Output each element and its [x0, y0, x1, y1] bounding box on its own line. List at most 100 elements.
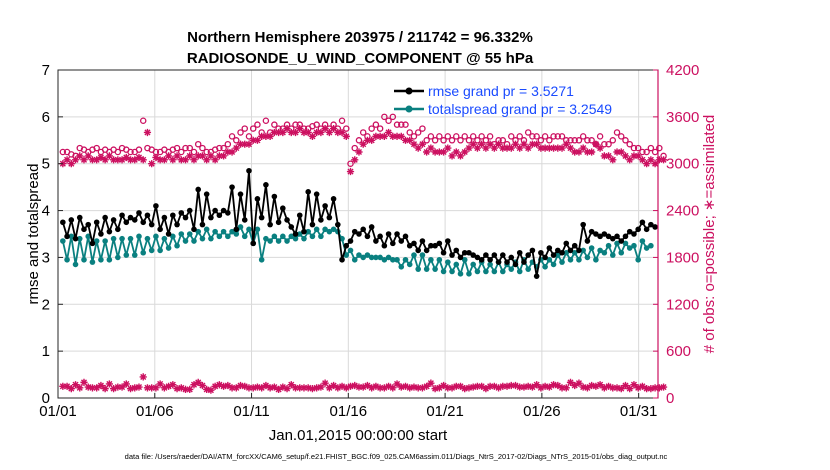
obs-assimilated-marker [397, 132, 405, 140]
obs-assimilated-marker [626, 156, 634, 164]
obs-rejected-marker [393, 380, 401, 388]
obs-assimilated-marker [342, 132, 350, 140]
obs-rejected-marker [63, 382, 71, 390]
rmse-point [60, 219, 66, 226]
obs-rejected-marker [549, 381, 558, 389]
obs-rejected-marker [368, 384, 376, 392]
obs-possible-marker [453, 133, 460, 140]
obs-possible-marker [376, 125, 384, 132]
obs-possible-marker [139, 117, 147, 125]
totalspread-point [525, 266, 531, 272]
obs-rejected-marker [152, 384, 160, 392]
rmse-point [89, 240, 96, 247]
obs-assimilated-marker [160, 156, 168, 164]
rmse-point [440, 249, 447, 256]
obs-rejected-marker [511, 381, 520, 390]
obs-possible-marker [93, 144, 100, 152]
obs-possible-marker [423, 137, 430, 144]
obs-possible-marker [385, 117, 392, 125]
rmse-point [576, 247, 582, 254]
rmse-point [614, 233, 620, 240]
totalspread-point [609, 252, 616, 258]
obs-rejected-marker [444, 384, 452, 392]
obs-rejected-marker [156, 380, 164, 388]
obs-possible-marker [626, 140, 633, 148]
totalspread-point [330, 226, 337, 233]
obs-assimilated-marker [321, 124, 329, 133]
obs-possible-marker [368, 125, 375, 132]
totalspread-point [626, 245, 633, 251]
rmse-point [546, 245, 553, 251]
obs-assimilated-marker [401, 136, 410, 144]
obs-rejected-marker [274, 385, 283, 394]
rmse-point [237, 191, 244, 197]
obs-assimilated-marker [351, 156, 359, 164]
totalspread-point [225, 233, 231, 240]
legend-rmse-label: rmse grand pr = 3.5271 [428, 83, 574, 99]
obs-possible-marker [427, 133, 435, 140]
rmse-point [525, 252, 531, 258]
totalspread-point [275, 238, 282, 244]
legend-rmse-marker [405, 87, 413, 95]
obs-possible-marker [135, 146, 143, 153]
obs-assimilated-marker [236, 140, 245, 148]
obs-rejected-marker [588, 381, 596, 390]
rmse-point [229, 184, 235, 190]
obs-rejected-marker [207, 386, 215, 394]
totalspread-point [576, 256, 582, 263]
obs-rejected-marker [545, 383, 553, 391]
y-right-tick-label: 4200 [666, 62, 699, 79]
obs-possible-marker [630, 144, 638, 152]
obs-possible-marker [359, 129, 367, 136]
totalspread-point [72, 261, 79, 268]
obs-possible-marker [313, 121, 320, 128]
totalspread-point [288, 233, 295, 240]
obs-assimilated-marker [291, 128, 300, 137]
rmse-point [584, 238, 591, 244]
rmse-point [609, 235, 616, 242]
y-axis-left-label: rmse and totalspread [25, 164, 42, 305]
obs-assimilated-marker [329, 124, 338, 133]
obs-rejected-marker [431, 385, 439, 393]
rmse-point [411, 240, 417, 247]
rmse-point [216, 212, 223, 219]
obs-rejected-marker [351, 381, 359, 390]
obs-assimilated-marker [588, 148, 596, 156]
obs-assimilated-marker [452, 148, 460, 156]
rmse-point [322, 203, 328, 209]
totalspread-point [157, 247, 163, 254]
totalspread-point [559, 259, 565, 265]
obs-rejected-marker [308, 385, 317, 393]
totalspread-point [445, 259, 451, 265]
y-right-tick-label: 1800 [666, 249, 699, 266]
rmse-point [343, 242, 350, 249]
obs-assimilated-marker [410, 140, 418, 148]
obs-possible-marker [127, 148, 134, 156]
obs-possible-marker [224, 140, 232, 148]
obs-rejected-marker [76, 384, 84, 392]
totalspread-point [411, 252, 417, 258]
obs-possible-marker [402, 121, 409, 128]
rmse-point [330, 196, 337, 202]
obs-possible-marker [558, 133, 566, 140]
rmse-point [449, 252, 455, 258]
obs-possible-marker [410, 133, 418, 140]
obs-possible-marker [584, 137, 591, 144]
obs-assimilated-marker [503, 144, 511, 152]
obs-possible-marker [567, 137, 574, 144]
totalspread-point [127, 235, 134, 242]
obs-assimilated-marker [384, 128, 393, 137]
obs-rejected-marker [469, 383, 477, 391]
rmse-point [271, 193, 278, 200]
totalspread-point [635, 256, 641, 263]
totalspread-point [102, 238, 108, 244]
totalspread-point [81, 256, 87, 263]
obs-assimilated-marker [494, 140, 503, 148]
obs-rejected-marker [414, 384, 422, 392]
totalspread-point [461, 256, 468, 263]
rmse-point [161, 214, 168, 221]
obs-rejected-marker [507, 381, 515, 390]
rmse-point [631, 231, 637, 237]
obs-rejected-marker [194, 378, 202, 386]
totalspread-point [318, 233, 324, 240]
